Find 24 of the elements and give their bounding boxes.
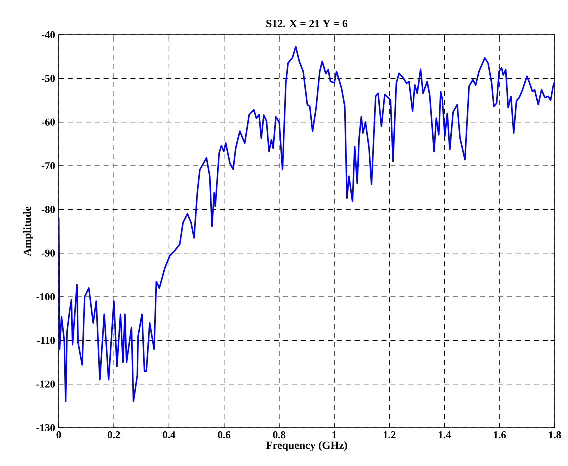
x-tick-label: 1.6 [494, 432, 506, 439]
x-tick-label: 1 [332, 432, 337, 438]
x-tick-label: 1.4 [439, 432, 452, 439]
x-tick-label: 0.2 [108, 432, 120, 439]
x-axis-title: Frequency (GHz) [266, 441, 348, 452]
x-tick-label: 1.2 [384, 432, 396, 439]
y-tick-label: -90 [42, 250, 56, 257]
y-axis-title: Amplitude [24, 206, 34, 256]
x-tick-label: 0.8 [273, 432, 286, 439]
y-tick-label: -130 [36, 424, 56, 432]
y-tick-label: -120 [36, 380, 56, 388]
y-tick-label: -70 [42, 162, 56, 170]
y-tick-label: -40 [42, 31, 56, 39]
y-tick-label: -100 [36, 293, 56, 301]
x-tick-label: 0.4 [163, 432, 176, 439]
chart-title: S12. X = 21 Y = 6 [266, 20, 348, 28]
x-tick-label: 1.8 [549, 432, 562, 439]
y-tick-label: -50 [42, 75, 56, 82]
line-series [59, 46, 556, 403]
y-tick-label: -60 [42, 118, 56, 126]
x-tick-label: 0.6 [218, 432, 231, 439]
y-tick-label: -110 [37, 337, 56, 344]
x-tick-label: 0 [56, 432, 62, 439]
y-tick-label: -80 [42, 206, 56, 214]
